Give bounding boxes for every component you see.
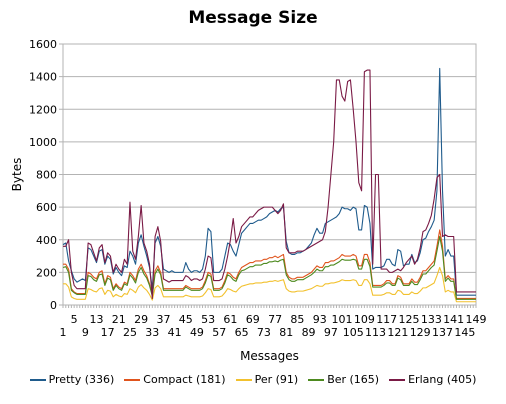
series-line-compact [63,229,476,300]
x-tick-label: 77 [268,313,282,326]
x-tick-label: 117 [376,313,397,326]
y-tick-label: 400 [36,234,57,247]
x-tick-label: 133 [421,313,442,326]
series-lines [62,67,476,303]
series-line-per [63,266,476,303]
x-tick-label: 33 [145,326,159,339]
x-tick-label: 45 [179,313,193,326]
legend-swatch [235,379,252,381]
legend-swatch [29,379,46,381]
x-tick-label: 129 [410,326,431,339]
x-tick-label: 57 [212,326,226,339]
axis-labels: 0 200 400 600 800 1000 1200 1400 1600 5 13 21 29 37 45… [10,38,487,363]
legend-item-compact: Compact (181) [124,373,226,386]
series-line-ber [62,235,476,300]
x-tick-label: 1 [60,326,67,339]
x-tick-label: 109 [354,313,375,326]
x-tick-label: 125 [399,313,420,326]
x-tick-label: 137 [432,326,453,339]
legend-label: Compact (181) [143,373,226,386]
y-tick-label: 0 [50,299,57,312]
x-tick-label: 49 [190,326,204,339]
y-tick-label: 200 [36,266,57,279]
legend-swatch [389,379,406,381]
x-tick-label: 29 [134,313,148,326]
legend-label: Pretty (336) [48,373,115,386]
series-line-erlang [63,69,476,300]
x-tick-label: 69 [246,313,260,326]
x-axis-label: Messages [240,349,299,363]
y-tick-label: 1200 [29,103,57,116]
x-tick-label: 121 [387,326,408,339]
series-line-pretty [62,67,476,296]
x-tick-label: 41 [168,326,182,339]
legend-swatch [124,379,141,381]
x-tick-label: 61 [223,313,237,326]
x-tick-label: 73 [257,326,271,339]
x-tick-label: 17 [101,326,115,339]
y-tick-label: 800 [36,169,57,182]
x-tick-label: 13 [89,313,103,326]
chart-title: Message Size [188,8,318,28]
x-tick-label: 101 [332,313,353,326]
legend: Pretty (336) Compact (181) Per (91) Ber (16… [0,373,506,386]
legend-label: Erlang (405) [408,373,477,386]
legend-label: Ber (165) [327,373,380,386]
y-tick-label: 1000 [29,136,57,149]
x-tick-label: 37 [156,313,170,326]
legend-item-per: Per (91) [235,373,299,386]
x-tick-label: 85 [290,313,304,326]
x-tick-label: 93 [313,313,327,326]
y-axis-label: Bytes [10,158,24,192]
x-tick-label: 149 [466,313,487,326]
y-tick-label: 1400 [29,71,57,84]
x-tick-label: 9 [82,326,89,339]
x-tick-label: 89 [302,326,316,339]
x-tick-label: 65 [235,326,249,339]
y-tick-label: 1600 [29,38,57,51]
legend-item-erlang: Erlang (405) [389,373,476,386]
x-tick-label: 21 [112,313,126,326]
legend-swatch [308,379,325,381]
x-tick-label: 25 [123,326,137,339]
x-tick-label: 5 [71,313,78,326]
y-tick-label: 600 [36,201,57,214]
legend-label: Per (91) [254,373,299,386]
x-tick-label: 105 [343,326,364,339]
legend-item-pretty: Pretty (336) [29,373,115,386]
x-tick-label: 141 [443,313,464,326]
x-tick-label: 97 [324,326,338,339]
x-tick-label: 145 [454,326,475,339]
x-tick-label: 113 [365,326,386,339]
x-tick-label: 53 [201,313,215,326]
axes [59,43,477,308]
legend-item-ber: Ber (165) [308,373,379,386]
x-tick-label: 81 [279,326,293,339]
